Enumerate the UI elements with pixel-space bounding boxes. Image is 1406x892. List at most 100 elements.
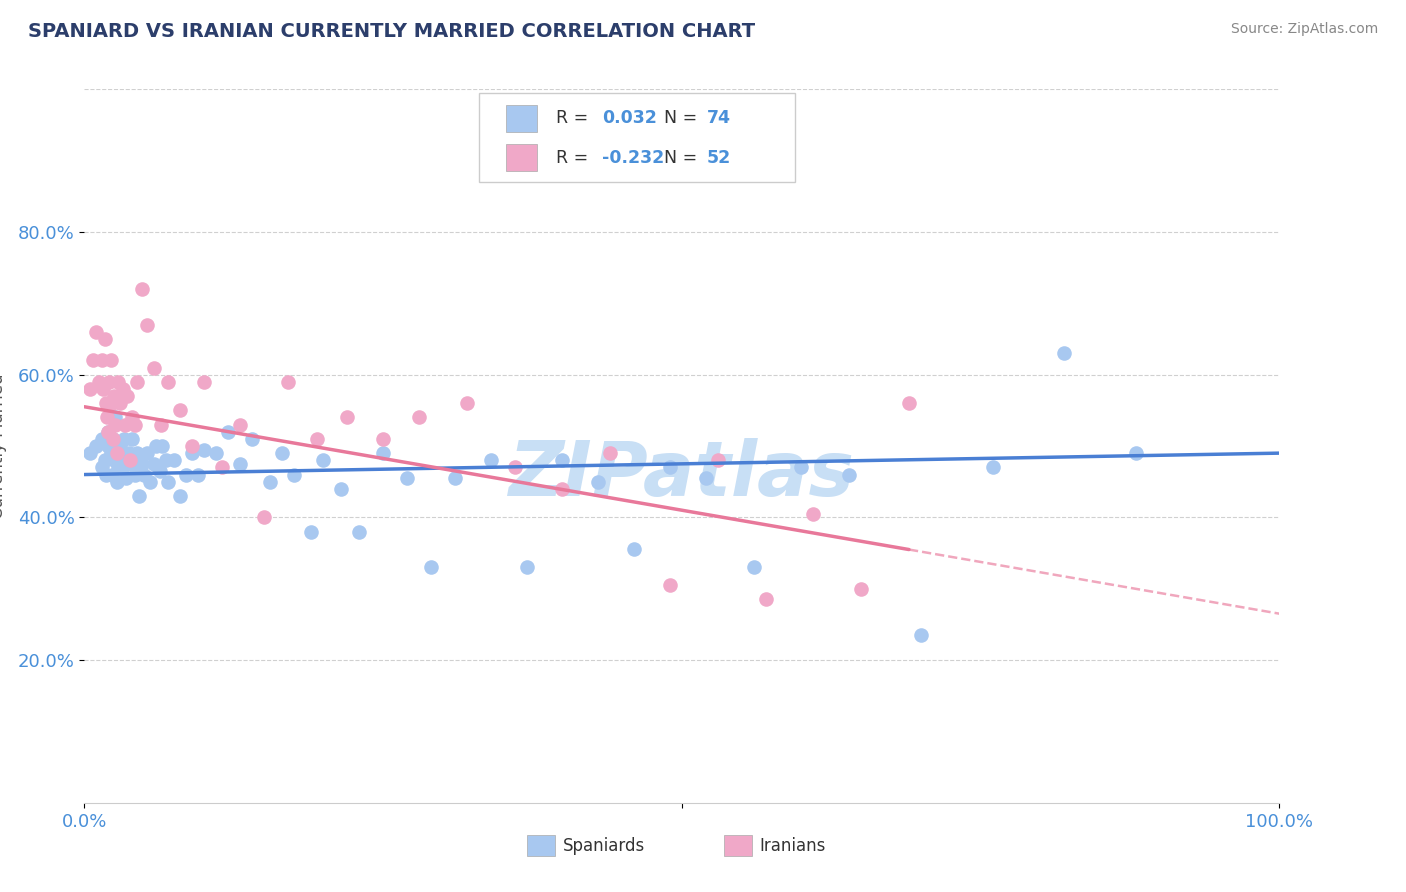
Point bbox=[82, 353, 104, 368]
Point bbox=[125, 446, 148, 460]
Point bbox=[599, 446, 621, 460]
Point bbox=[91, 353, 114, 368]
Point bbox=[118, 453, 141, 467]
Point bbox=[115, 471, 138, 485]
Point bbox=[114, 417, 136, 432]
Point bbox=[101, 467, 124, 482]
Text: Source: ZipAtlas.com: Source: ZipAtlas.com bbox=[1230, 22, 1378, 37]
Point bbox=[110, 439, 132, 453]
Point bbox=[163, 453, 186, 467]
Point bbox=[790, 460, 813, 475]
Point bbox=[307, 432, 329, 446]
Point bbox=[229, 457, 252, 471]
Point bbox=[312, 453, 335, 467]
Point bbox=[205, 446, 228, 460]
Point bbox=[100, 446, 122, 460]
FancyBboxPatch shape bbox=[506, 105, 537, 132]
Point bbox=[97, 439, 120, 453]
Point bbox=[121, 457, 143, 471]
Point bbox=[94, 396, 117, 410]
Point bbox=[551, 453, 574, 467]
Point bbox=[373, 432, 395, 446]
Point bbox=[270, 446, 292, 460]
Point bbox=[211, 460, 233, 475]
Point bbox=[373, 446, 395, 460]
Point bbox=[396, 471, 419, 485]
Point bbox=[128, 489, 150, 503]
Text: 0.032: 0.032 bbox=[602, 110, 657, 128]
Point bbox=[117, 446, 139, 460]
Point bbox=[79, 382, 101, 396]
Point bbox=[100, 353, 122, 368]
Text: SPANIARD VS IRANIAN CURRENTLY MARRIED CORRELATION CHART: SPANIARD VS IRANIAN CURRENTLY MARRIED CO… bbox=[28, 22, 755, 41]
Point bbox=[103, 453, 125, 467]
Point bbox=[456, 396, 478, 410]
Y-axis label: Currently Married: Currently Married bbox=[0, 373, 7, 519]
Point bbox=[803, 507, 825, 521]
Point bbox=[125, 375, 148, 389]
Text: R =: R = bbox=[557, 110, 595, 128]
Point bbox=[107, 375, 129, 389]
Point bbox=[98, 375, 121, 389]
Point bbox=[110, 457, 132, 471]
Point bbox=[121, 432, 143, 446]
Point bbox=[142, 457, 165, 471]
Point bbox=[283, 467, 305, 482]
Point bbox=[174, 467, 197, 482]
Point bbox=[1053, 346, 1076, 360]
Point bbox=[103, 439, 125, 453]
Point bbox=[516, 560, 538, 574]
Point bbox=[97, 425, 120, 439]
Point bbox=[259, 475, 281, 489]
Point bbox=[349, 524, 371, 539]
Point bbox=[124, 467, 146, 482]
Point bbox=[181, 446, 204, 460]
Text: 74: 74 bbox=[707, 110, 731, 128]
Point bbox=[149, 417, 172, 432]
Point bbox=[104, 410, 127, 425]
Point bbox=[150, 439, 173, 453]
Point bbox=[111, 460, 134, 475]
Text: Iranians: Iranians bbox=[759, 837, 825, 855]
Point bbox=[111, 382, 134, 396]
Point bbox=[981, 460, 1004, 475]
Point bbox=[408, 410, 430, 425]
Point bbox=[695, 471, 717, 485]
Point bbox=[132, 467, 156, 482]
Point bbox=[103, 389, 125, 403]
Point bbox=[145, 439, 167, 453]
Point bbox=[131, 282, 153, 296]
Point bbox=[217, 425, 239, 439]
Point bbox=[112, 432, 135, 446]
Point bbox=[229, 417, 252, 432]
Point bbox=[193, 375, 215, 389]
Point bbox=[155, 453, 177, 467]
Point bbox=[301, 524, 323, 539]
Point bbox=[169, 403, 191, 417]
Point bbox=[104, 417, 127, 432]
Point bbox=[169, 489, 191, 503]
Point bbox=[96, 410, 118, 425]
Point bbox=[135, 446, 157, 460]
Point bbox=[121, 410, 143, 425]
Point bbox=[131, 457, 153, 471]
Point bbox=[659, 460, 682, 475]
Point bbox=[444, 471, 467, 485]
Point bbox=[105, 446, 128, 460]
Point bbox=[659, 578, 682, 592]
Point bbox=[742, 560, 765, 574]
Point bbox=[93, 453, 115, 467]
Text: N =: N = bbox=[664, 110, 703, 128]
Point bbox=[503, 460, 526, 475]
Point bbox=[910, 628, 932, 642]
Point bbox=[157, 475, 180, 489]
Text: N =: N = bbox=[664, 149, 703, 167]
Point bbox=[86, 325, 108, 339]
Point bbox=[97, 425, 120, 439]
Point bbox=[253, 510, 276, 524]
Point bbox=[139, 475, 162, 489]
Point bbox=[117, 389, 139, 403]
Point bbox=[588, 475, 610, 489]
Text: R =: R = bbox=[557, 149, 595, 167]
Point bbox=[755, 592, 778, 607]
